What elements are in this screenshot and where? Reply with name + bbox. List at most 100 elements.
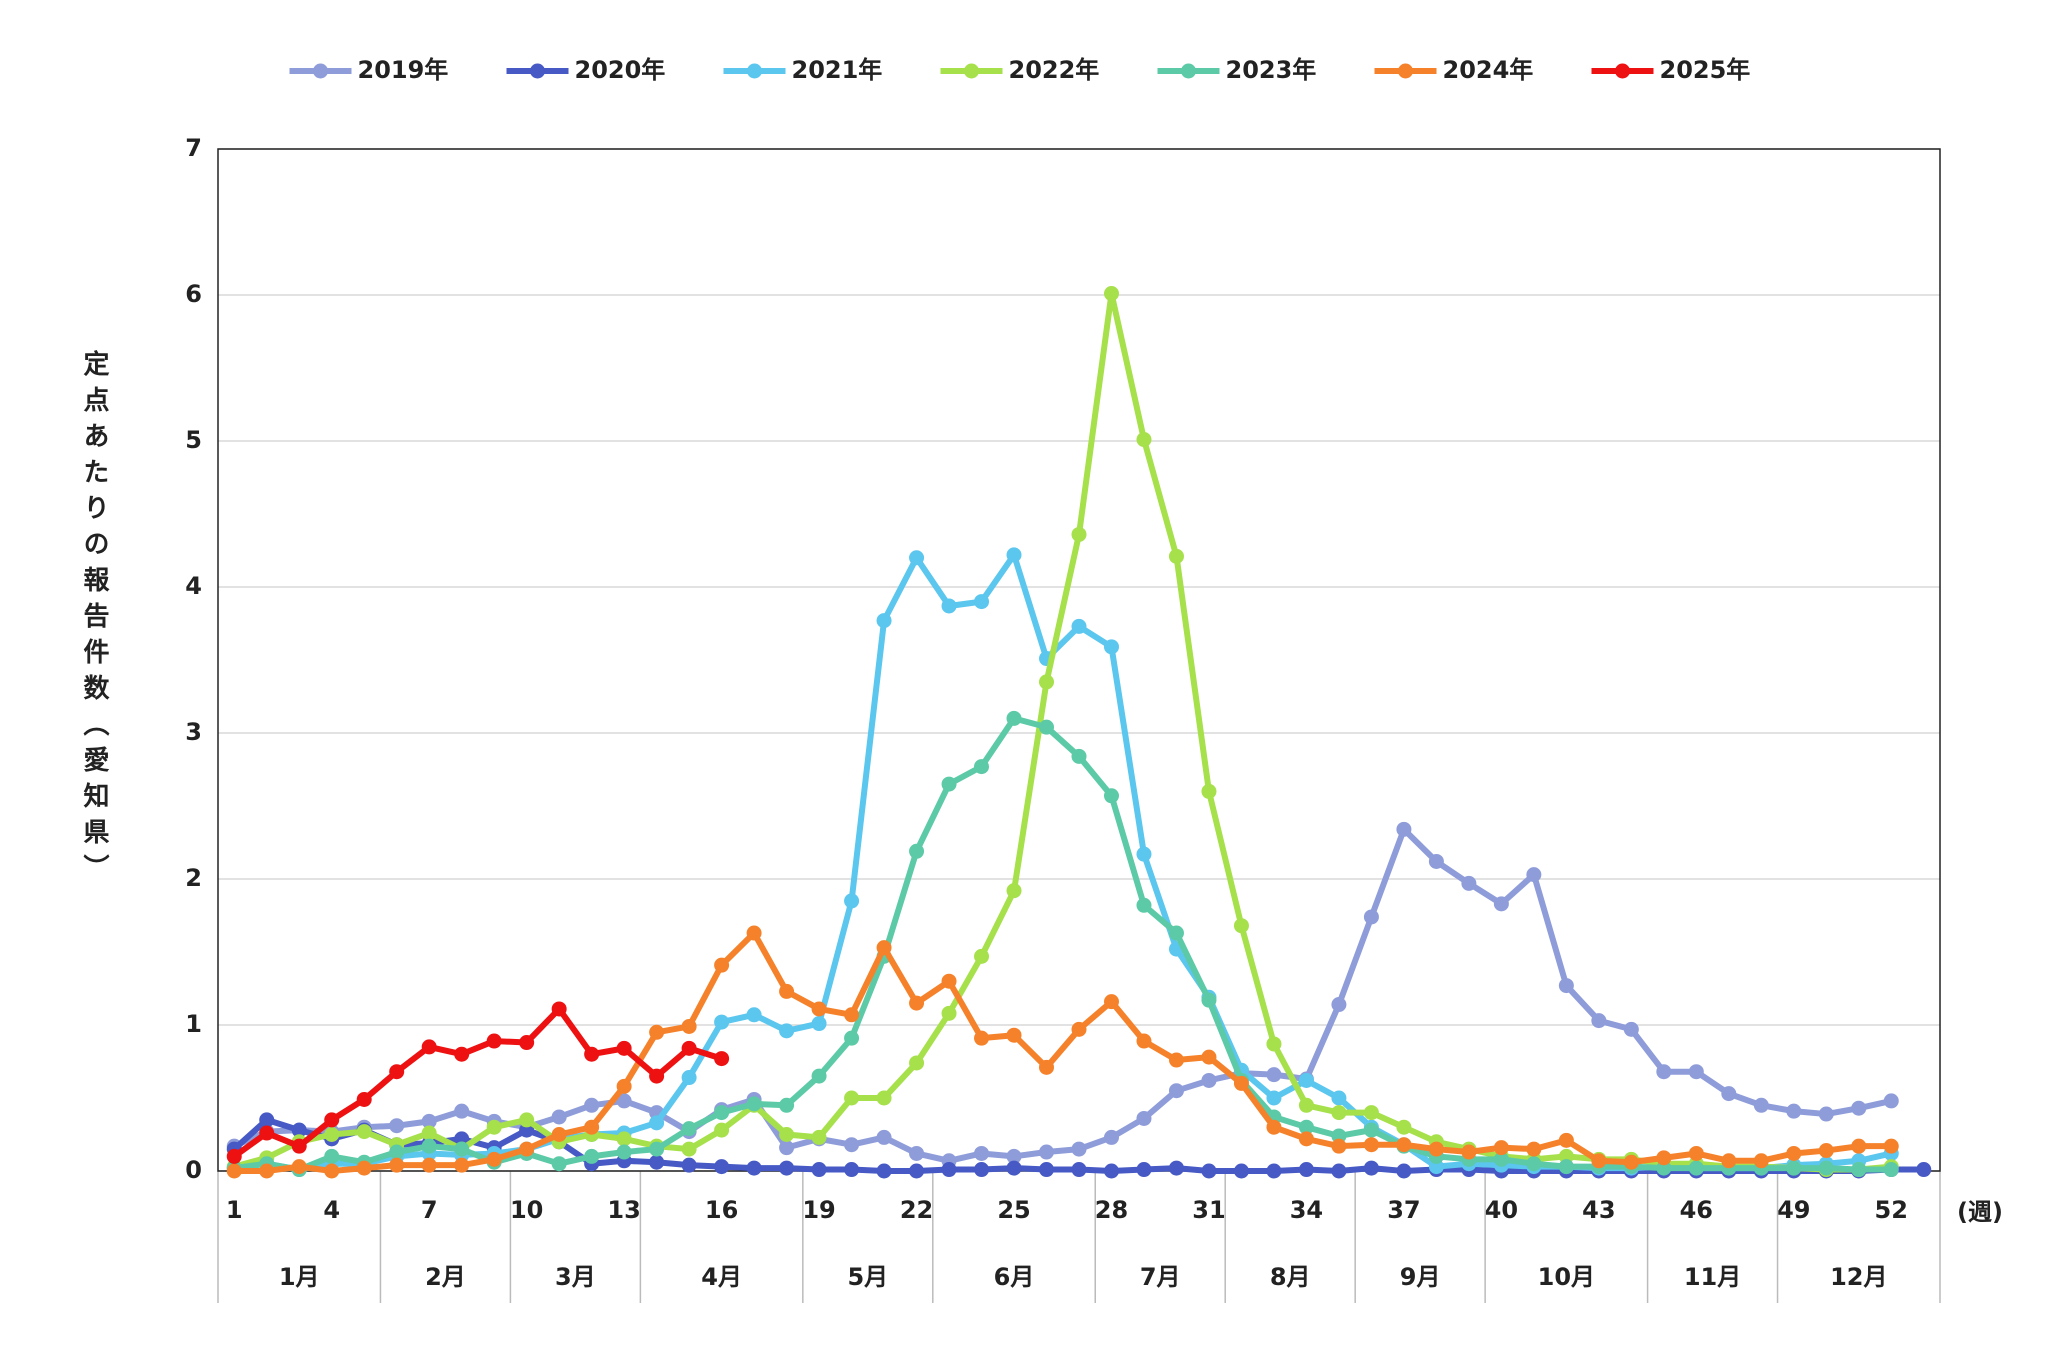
legend-marker	[1398, 63, 1413, 79]
data-point	[1201, 1163, 1217, 1179]
data-point	[1136, 432, 1152, 448]
data-point	[681, 1121, 697, 1137]
data-point	[681, 1040, 697, 1056]
data-point	[779, 1140, 795, 1156]
y-tick-label: 4	[185, 572, 202, 600]
data-point	[974, 759, 990, 775]
series-line	[233, 290, 1892, 1173]
data-point	[1233, 1163, 1249, 1179]
data-point	[551, 1127, 567, 1142]
x-tick-label: 25	[997, 1196, 1030, 1224]
data-point	[1039, 719, 1055, 735]
legend-label: 2023年	[1226, 56, 1317, 84]
data-point	[1656, 1150, 1672, 1166]
data-point	[941, 598, 957, 614]
data-point	[1039, 1059, 1055, 1075]
data-point	[324, 1127, 340, 1142]
data-point	[714, 1105, 730, 1121]
data-point	[454, 1046, 470, 1062]
data-point	[779, 983, 795, 999]
x-tick-label: 46	[1680, 1196, 1713, 1224]
data-point	[421, 1125, 437, 1141]
x-unit-label: (週)	[1957, 1198, 2003, 1226]
data-point	[1266, 1090, 1282, 1106]
data-point	[1623, 1154, 1639, 1170]
data-point	[811, 1001, 827, 1017]
legend-marker	[1615, 63, 1630, 79]
month-label: 11月	[1684, 1263, 1741, 1291]
data-point	[876, 1129, 892, 1145]
data-point	[1493, 896, 1509, 912]
data-point	[584, 1046, 600, 1062]
data-point	[291, 1159, 307, 1175]
data-point	[844, 1090, 860, 1106]
data-point	[226, 1148, 242, 1164]
data-point	[1363, 1160, 1379, 1176]
data-point	[1103, 639, 1119, 655]
data-point	[1461, 1144, 1477, 1160]
data-point	[1071, 1141, 1087, 1157]
y-tick-label: 6	[185, 280, 202, 308]
x-tick-label: 16	[705, 1196, 738, 1224]
data-point	[1721, 1153, 1737, 1169]
data-point	[1558, 1132, 1574, 1148]
month-label: 7月	[1140, 1263, 1181, 1291]
data-point	[1071, 1162, 1087, 1178]
data-point	[1233, 918, 1249, 934]
x-tick-label: 34	[1290, 1196, 1323, 1224]
plot-border	[217, 148, 1941, 1172]
data-point	[1331, 1105, 1347, 1121]
x-tick-label: 13	[607, 1196, 640, 1224]
data-point	[876, 1163, 892, 1179]
data-point	[356, 1160, 372, 1176]
y-tick-label: 0	[185, 1156, 202, 1184]
data-point	[1818, 1143, 1834, 1159]
month-label: 9月	[1400, 1263, 1441, 1291]
data-point	[941, 776, 957, 792]
data-point	[649, 1024, 665, 1040]
data-point	[1396, 1137, 1412, 1153]
data-point	[1103, 1129, 1119, 1145]
data-point	[551, 1001, 567, 1017]
data-point	[454, 1103, 470, 1119]
data-point	[1168, 1083, 1184, 1099]
data-point	[1818, 1106, 1834, 1122]
data-point	[1298, 1162, 1314, 1178]
data-point	[551, 1109, 567, 1125]
data-point	[1428, 1141, 1444, 1157]
data-point	[421, 1157, 437, 1173]
data-point	[1071, 618, 1087, 634]
data-point	[811, 1016, 827, 1032]
data-point	[356, 1124, 372, 1140]
data-point	[909, 550, 925, 566]
legend-marker	[747, 63, 762, 79]
data-point	[1168, 925, 1184, 941]
data-point	[1136, 846, 1152, 862]
data-point	[714, 1122, 730, 1138]
data-point	[779, 1127, 795, 1142]
data-point	[746, 925, 762, 941]
data-point	[1558, 1159, 1574, 1175]
data-point	[616, 1093, 632, 1109]
data-point	[291, 1122, 307, 1138]
data-point	[1363, 1105, 1379, 1121]
data-point	[1168, 1052, 1184, 1068]
data-point	[941, 1005, 957, 1021]
data-point	[1786, 1103, 1802, 1119]
data-point	[746, 1096, 762, 1112]
data-point	[909, 843, 925, 859]
data-point	[1006, 547, 1022, 563]
data-point	[1396, 1163, 1412, 1179]
data-point	[1136, 1033, 1152, 1049]
data-point	[616, 1040, 632, 1056]
data-point	[1916, 1162, 1932, 1178]
data-point	[974, 1162, 990, 1178]
data-point	[1266, 1119, 1282, 1135]
data-point	[1006, 1148, 1022, 1164]
data-point	[1493, 1151, 1509, 1167]
x-tick-label: 28	[1095, 1196, 1128, 1224]
data-point	[1103, 788, 1119, 804]
data-point	[1201, 783, 1217, 799]
y-tick-label: 7	[185, 134, 202, 162]
data-point	[1266, 1163, 1282, 1179]
